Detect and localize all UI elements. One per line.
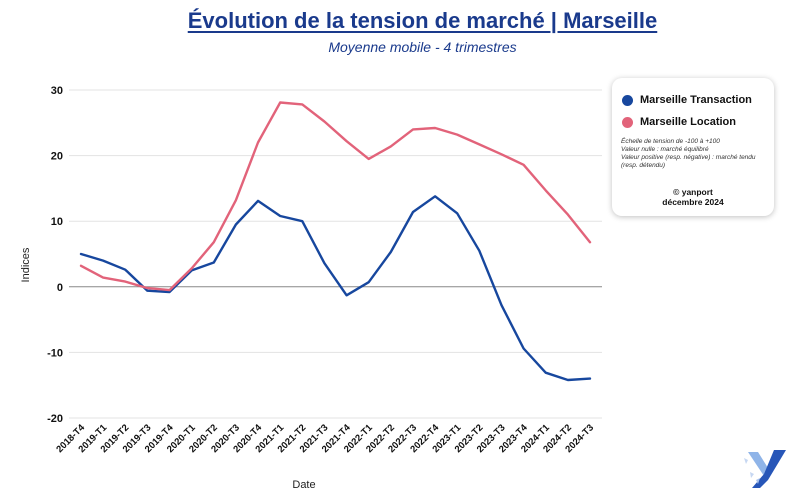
legend-label-location: Marseille Location (640, 116, 736, 128)
legend-label-transaction: Marseille Transaction (640, 94, 752, 106)
y-tick-label: 20 (51, 151, 63, 163)
chart-title: Évolution de la tension de marché | Mars… (187, 8, 658, 33)
legend-item-transaction: Marseille Transaction (622, 94, 752, 106)
y-tick-layer: 30 20 10 0 -10 -20 (47, 85, 63, 425)
legend-credit: © yanport décembre 2024 (612, 187, 774, 207)
legend-note-zero: Valeur nulle : marché équilibré (621, 146, 709, 153)
x-tick-layer: 2018-T42019-T12019-T22019-T32019-T42020-… (54, 422, 596, 455)
y-tick-label: 30 (51, 85, 63, 97)
series-layer (79, 101, 592, 382)
legend-note-sign: Valeur positive (resp. négative) : march… (621, 154, 756, 169)
yanport-logo-icon (744, 450, 786, 488)
credit-brand: yanport (681, 187, 713, 197)
legend: Marseille Transaction Marseille Location… (612, 78, 774, 216)
y-tick-label: -10 (47, 347, 63, 359)
legend-item-location: Marseille Location (622, 116, 736, 128)
grid-layer (69, 89, 602, 419)
y-tick-label: 10 (51, 216, 63, 228)
copyright-icon: © (673, 187, 682, 197)
x-axis-label: Date (292, 479, 315, 491)
chart-subtitle: Moyenne mobile - 4 trimestres (328, 39, 517, 55)
credit-date: décembre 2024 (662, 197, 724, 207)
series-line-transaction (79, 195, 592, 382)
legend-note-scale: Échelle de tension de -100 à +100 (621, 138, 720, 145)
legend-swatch-transaction (622, 94, 633, 106)
series-line-location (79, 101, 592, 292)
y-tick-label: -20 (47, 413, 63, 425)
y-axis-label: Indices (20, 247, 32, 282)
y-tick-label: 0 (57, 282, 63, 294)
legend-swatch-location (622, 116, 633, 128)
legend-notes: Échelle de tension de -100 à +100 Valeur… (621, 138, 769, 170)
